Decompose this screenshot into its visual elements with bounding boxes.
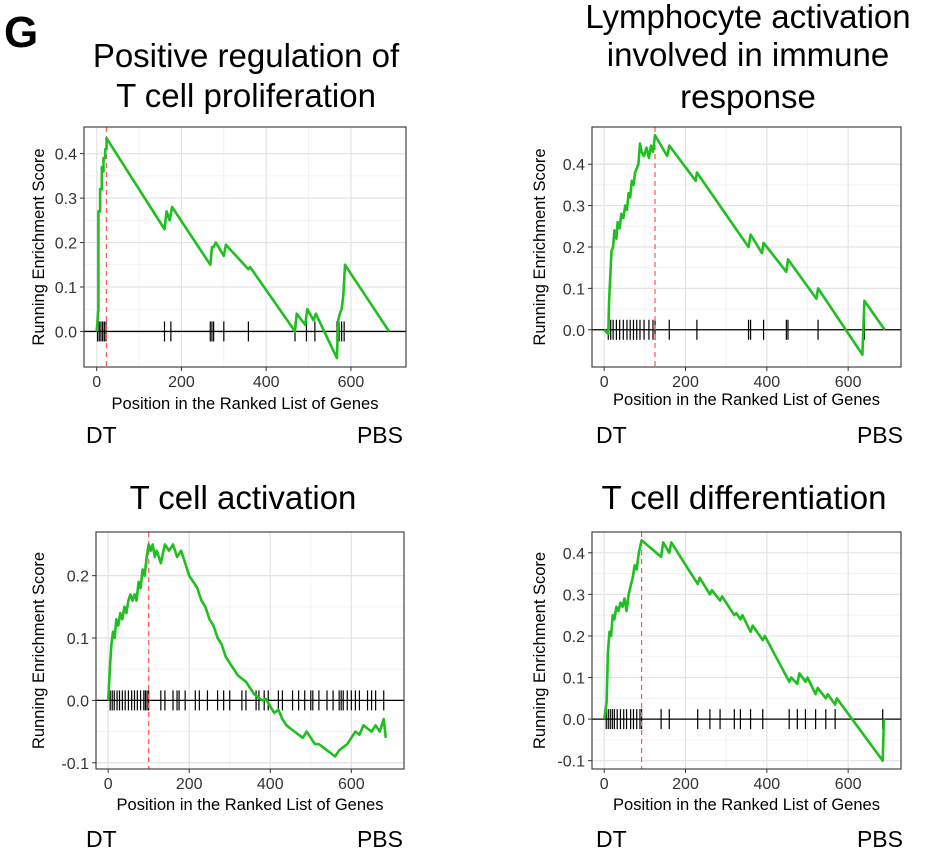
- x-axis-title: Position in the Ranked List of Genes: [613, 391, 880, 409]
- right-group-label: PBS: [357, 422, 403, 448]
- x-tick-label: 200: [168, 374, 195, 391]
- chart-title-line: Positive regulation of: [93, 37, 400, 74]
- y-tick-label: 0.2: [55, 236, 77, 253]
- y-tick-label: 0.1: [55, 280, 77, 297]
- x-tick-label: 400: [753, 374, 780, 391]
- enrichment-score-line: [603, 134, 886, 356]
- x-tick-label: 600: [338, 374, 365, 391]
- x-axis-title: Position in the Ranked List of Genes: [117, 796, 384, 814]
- right-group-label: PBS: [357, 826, 403, 852]
- chart-t-cell-differentiation: T cell differentiation 0 200 400 600 -0.1 0.0 0…: [531, 479, 903, 852]
- x-tick-label: 600: [835, 374, 862, 391]
- y-tick-label: 0.1: [563, 281, 585, 298]
- right-group-label: PBS: [857, 422, 903, 448]
- x-tick-label: 400: [253, 374, 280, 391]
- y-tick-label: 0.0: [563, 712, 585, 729]
- y-tick-label: 0.3: [55, 191, 77, 208]
- y-tick-label: -0.1: [557, 754, 585, 771]
- chart-t-cell-activation: T cell activation 0 200 400 600 -0.1 0.0 0.1 0.2…: [30, 479, 405, 852]
- y-tick-label: 0.0: [67, 693, 89, 710]
- y-tick-label: 0.0: [563, 323, 585, 340]
- left-group-label: DT: [596, 422, 627, 448]
- y-tick-label: 0.1: [563, 671, 585, 688]
- x-tick-label: 600: [835, 776, 862, 793]
- y-tick-label: 0.2: [563, 629, 585, 646]
- y-tick-label: 0.4: [563, 157, 585, 174]
- enrichment-score-line: [602, 538, 886, 763]
- y-tick-label: 0.4: [55, 147, 77, 164]
- y-tick-label: -0.1: [61, 756, 89, 773]
- chart-title-line: T cell proliferation: [116, 77, 376, 114]
- y-tick-label: 0.0: [55, 324, 77, 341]
- x-tick-label: 400: [753, 776, 780, 793]
- x-tick-label: 0: [600, 776, 609, 793]
- panel-label: G: [4, 8, 38, 57]
- plot-border: [83, 126, 407, 368]
- y-axis-title: Running Enrichment Score: [531, 148, 549, 345]
- chart-title-line: T cell activation: [130, 479, 357, 516]
- x-tick-label: 0: [600, 374, 609, 391]
- y-tick-label: 0.2: [563, 240, 585, 257]
- chart-title-line: T cell differentiation: [602, 479, 887, 516]
- x-axis-title: Position in the Ranked List of Genes: [613, 796, 880, 814]
- chart-title-line: Lymphocyte activation: [585, 0, 910, 35]
- y-axis-title: Running Enrichment Score: [531, 552, 549, 749]
- y-tick-label: 0.2: [67, 569, 89, 586]
- y-tick-label: 0.1: [67, 631, 89, 648]
- left-group-label: DT: [86, 422, 117, 448]
- plot-background: [592, 532, 901, 769]
- x-tick-label: 400: [257, 776, 284, 793]
- x-tick-label: 200: [672, 776, 699, 793]
- chart-positive-regulation: Positive regulation ofT cell proliferati…: [30, 37, 407, 448]
- plot-border: [95, 531, 405, 770]
- left-group-label: DT: [86, 826, 117, 852]
- x-tick-label: 200: [176, 776, 203, 793]
- left-group-label: DT: [596, 826, 627, 852]
- plot-border: [591, 531, 902, 770]
- y-tick-label: 0.3: [563, 587, 585, 604]
- x-axis-title: Position in the Ranked List of Genes: [112, 395, 379, 413]
- x-tick-label: 600: [338, 776, 365, 793]
- chart-title-line: response: [680, 78, 816, 115]
- x-tick-label: 0: [92, 374, 101, 391]
- x-tick-label: 200: [672, 374, 699, 391]
- right-group-label: PBS: [857, 826, 903, 852]
- plot-background: [84, 127, 406, 367]
- enrichment-score-line: [106, 543, 388, 758]
- chart-title-line: involved in immune: [607, 36, 889, 73]
- y-axis-title: Running Enrichment Score: [30, 148, 48, 345]
- enrichment-score-line: [95, 136, 391, 360]
- y-tick-label: 0.4: [563, 546, 585, 563]
- y-axis-title: Running Enrichment Score: [30, 552, 48, 749]
- y-tick-label: 0.3: [563, 199, 585, 216]
- plot-background: [96, 532, 404, 769]
- x-tick-label: 0: [104, 776, 113, 793]
